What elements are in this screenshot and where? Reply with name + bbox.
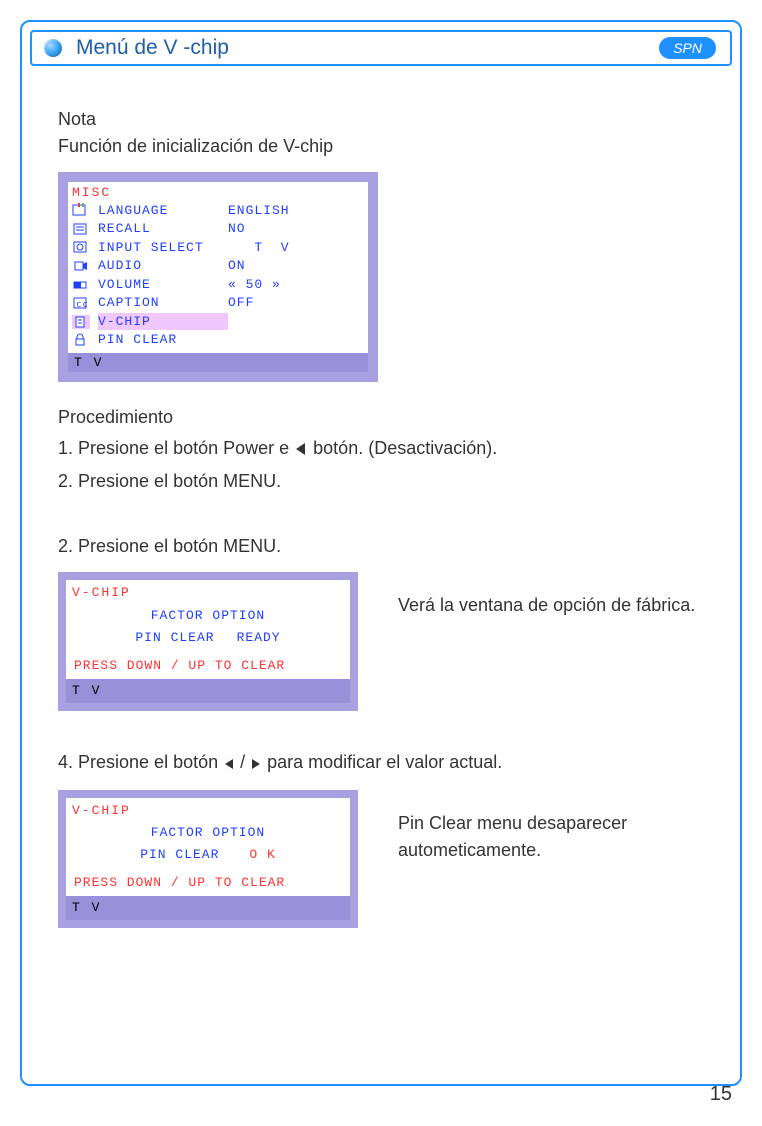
content-area: Nota Función de inicialización de V-chip… <box>22 66 740 948</box>
left-triangle-icon <box>294 437 308 464</box>
section4-row: V-CHIP FACTOR OPTION PIN CLEAR O K PRESS … <box>58 790 704 928</box>
osd-vchip-ok-footer: T V <box>66 896 350 920</box>
section2-heading: 2. Presione el botón MENU. <box>58 533 704 560</box>
osd-vchip-ready: V-CHIP FACTOR OPTION PIN CLEAR READY PRES… <box>58 572 358 710</box>
osd-row-label: V-CHIP <box>98 313 228 331</box>
procedure-heading: Procedimiento <box>58 404 704 431</box>
osd-vchip-ready-line2: PIN CLEAR READY <box>66 627 350 649</box>
osd-misc-title: MISC <box>72 184 362 202</box>
osd-vchip-ready-line1: FACTOR OPTION <box>66 605 350 627</box>
osd-row-label: PIN CLEAR <box>98 331 228 349</box>
step1-pre: 1. Presione el botón Power e <box>58 438 294 458</box>
osd-row-label: RECALL <box>98 220 228 238</box>
section4-post: para modificar el valor actual. <box>262 752 502 772</box>
osd-row-icon <box>72 278 90 292</box>
procedure-block: Procedimiento 1. Presione el botón Power… <box>58 404 704 495</box>
svg-text:cc: cc <box>76 300 89 310</box>
osd-row-icon: cc <box>72 296 90 310</box>
osd-row-label: LANGUAGE <box>98 202 228 220</box>
osd-vchip-ready-press: PRESS DOWN / UP TO CLEAR <box>66 649 350 677</box>
section2-row: V-CHIP FACTOR OPTION PIN CLEAR READY PRES… <box>58 572 704 710</box>
pin-clear-status: O K <box>249 847 275 862</box>
osd-row-value: ENGLISH <box>228 202 362 220</box>
section4-sidetext: Pin Clear menu desaparecer autometicamen… <box>398 790 704 864</box>
osd-vchip-ready-footer: T V <box>66 679 350 703</box>
osd-vchip-ok: V-CHIP FACTOR OPTION PIN CLEAR O K PRESS … <box>58 790 358 928</box>
osd-vchip-ok-press: PRESS DOWN / UP TO CLEAR <box>66 866 350 894</box>
step1-post: botón. (Desactivación). <box>308 438 497 458</box>
osd-row-value: T V <box>228 239 362 257</box>
note-subtitle: Función de inicialización de V-chip <box>58 133 704 160</box>
pin-clear-status: READY <box>237 630 281 645</box>
procedure-step-1: 1. Presione el botón Power e botón. (Des… <box>58 435 704 464</box>
osd-row-icon <box>72 315 90 329</box>
osd-row-value: ON <box>228 257 362 275</box>
right-triangle-icon <box>250 751 262 778</box>
left-triangle-icon <box>223 751 235 778</box>
osd-vchip-ok-title: V-CHIP <box>66 798 350 822</box>
osd-row-icon <box>72 240 90 254</box>
osd-row-value: NO <box>228 220 362 238</box>
osd-row-value: OFF <box>228 294 362 312</box>
osd-misc-grid: LANGUAGEENGLISHRECALLNOINPUT SELECT T VA… <box>72 202 362 349</box>
osd-misc-footer: T V <box>68 353 368 373</box>
pin-clear-label: PIN CLEAR <box>140 847 219 862</box>
section4-pre: 4. Presione el botón <box>58 752 223 772</box>
page-number: 15 <box>710 1083 732 1106</box>
osd-row-value: « 50 » <box>228 276 362 294</box>
header-bar: Menú de V -chip SPN <box>30 30 732 66</box>
note-title: Nota <box>58 106 704 133</box>
osd-row-label: VOLUME <box>98 276 228 294</box>
osd-vchip-ok-line2: PIN CLEAR O K <box>66 844 350 866</box>
procedure-step-2: 2. Presione el botón MENU. <box>58 468 704 495</box>
osd-vchip-ready-title: V-CHIP <box>66 580 350 604</box>
osd-row-icon <box>72 222 90 236</box>
page-frame: Menú de V -chip SPN Nota Función de inic… <box>20 20 742 1086</box>
osd-row-icon <box>72 203 90 217</box>
page-title: Menú de V -chip <box>76 36 229 60</box>
section2-sidetext: Verá la ventana de opción de fábrica. <box>398 572 704 619</box>
language-badge: SPN <box>659 37 716 59</box>
osd-row-icon <box>72 259 90 273</box>
bullet-icon <box>44 39 62 57</box>
pin-clear-label: PIN CLEAR <box>135 630 214 645</box>
osd-row-label: INPUT SELECT <box>98 239 228 257</box>
osd-vchip-ok-line1: FACTOR OPTION <box>66 822 350 844</box>
osd-misc: MISC LANGUAGEENGLISHRECALLNOINPUT SELECT… <box>58 172 378 382</box>
osd-row-label: AUDIO <box>98 257 228 275</box>
osd-row-label: CAPTION <box>98 294 228 312</box>
section4-heading: 4. Presione el botón / para modificar el… <box>58 749 704 778</box>
osd-row-icon <box>72 333 90 347</box>
